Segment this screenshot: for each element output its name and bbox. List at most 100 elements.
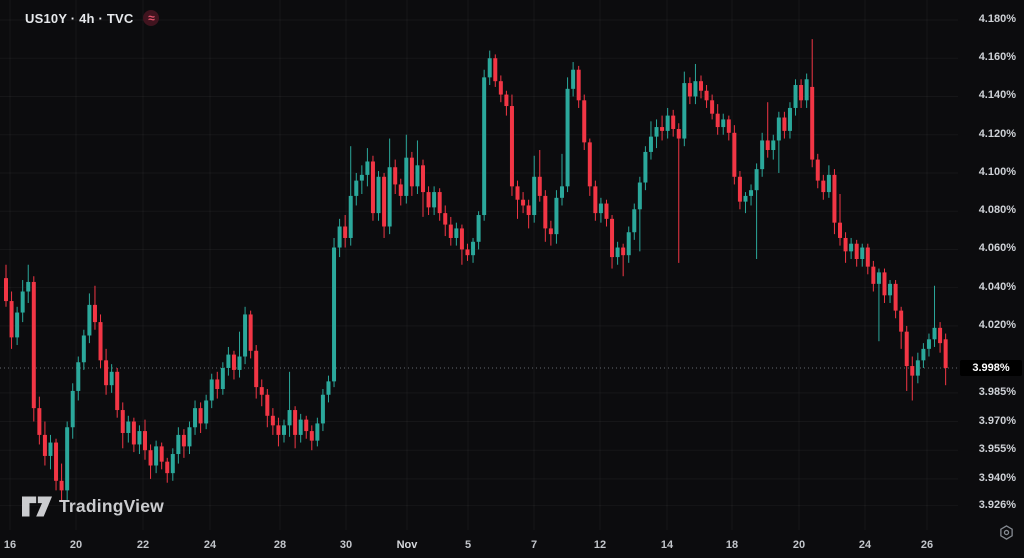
candle	[888, 280, 893, 303]
candle	[860, 243, 865, 267]
price-tick-label: 3.926%	[978, 498, 1016, 511]
candle	[115, 367, 120, 418]
time-tick-label: 5	[464, 539, 472, 551]
candle	[843, 232, 848, 263]
candle	[754, 163, 759, 259]
candle	[654, 119, 659, 149]
candle	[509, 94, 514, 196]
candle	[726, 115, 731, 141]
candle	[732, 125, 737, 185]
candle	[637, 176, 642, 252]
candle	[871, 260, 876, 292]
candle	[376, 171, 381, 221]
candle	[598, 197, 603, 223]
candle	[543, 190, 548, 242]
candle	[4, 264, 8, 307]
candle	[98, 314, 103, 368]
price-tick-label: 4.160%	[978, 51, 1016, 64]
price-axis[interactable]: 4.180% 4.160% 4.140% 4.120% 4.100% 4.080% 4.06…	[958, 0, 1024, 530]
candle	[370, 155, 375, 221]
candle	[532, 155, 537, 223]
candle	[476, 211, 481, 250]
candle	[382, 172, 387, 238]
candle	[804, 73, 809, 108]
candle	[454, 222, 459, 246]
candle	[315, 417, 320, 447]
time-tick-label: 16	[3, 539, 17, 551]
candle	[676, 123, 681, 263]
price-tick-label: 4.180%	[978, 13, 1016, 25]
candle	[165, 457, 170, 483]
candle	[31, 276, 36, 422]
candle	[76, 356, 81, 401]
candle	[81, 329, 86, 370]
time-tick-label: 24	[858, 539, 872, 551]
candle	[42, 421, 47, 466]
symbol-title[interactable]: US10Y · 4h · TVC	[25, 10, 134, 26]
candle	[282, 419, 286, 443]
candle	[309, 425, 314, 451]
candle	[482, 69, 487, 221]
candle	[471, 237, 476, 263]
candle	[760, 132, 765, 177]
candle	[437, 188, 442, 221]
candle	[838, 193, 842, 246]
candle	[610, 215, 615, 269]
candle	[632, 203, 637, 240]
candle	[921, 343, 926, 368]
time-axis[interactable]: 16 20 22 24 28 30 Nov 5 7 12 14 18 20 24 26	[0, 532, 1024, 558]
candle	[104, 348, 109, 395]
candle	[687, 77, 692, 105]
price-tick-label: 3.970%	[978, 414, 1016, 427]
candle	[131, 417, 136, 453]
candle	[448, 216, 453, 246]
last-price-tag: 3.998%	[960, 359, 1022, 376]
candle	[15, 306, 20, 346]
candle	[882, 268, 887, 303]
candle	[943, 333, 948, 386]
candle	[181, 429, 186, 458]
candle	[26, 264, 31, 303]
candle	[70, 383, 75, 439]
candle	[515, 180, 520, 219]
tradingview-wordmark: TradingView	[59, 496, 164, 516]
candle	[626, 226, 631, 263]
candle	[92, 285, 97, 330]
candle	[54, 438, 59, 491]
candle	[721, 113, 726, 135]
tradingview-attribution[interactable]: TradingView	[22, 494, 164, 519]
time-tick-label: 22	[136, 539, 150, 551]
candle	[576, 65, 581, 108]
candle	[493, 54, 498, 87]
candle	[865, 243, 870, 275]
candle	[776, 111, 781, 173]
candle	[593, 180, 598, 221]
candle	[421, 159, 425, 217]
candle	[254, 345, 259, 399]
candle	[565, 77, 570, 193]
price-tick-label: 4.040%	[978, 280, 1016, 293]
candle	[548, 220, 553, 246]
candle	[143, 419, 147, 460]
candle	[554, 190, 559, 244]
candle	[270, 408, 275, 435]
axis-settings-gear-icon[interactable]	[996, 522, 1016, 542]
candle	[615, 241, 620, 265]
candle	[743, 192, 748, 214]
candle	[715, 104, 720, 135]
time-tick-label: 26	[920, 539, 934, 551]
candle	[648, 121, 653, 160]
time-tick-label: 20	[792, 539, 806, 551]
market-status-icon[interactable]: ≈	[143, 10, 160, 26]
candle	[248, 310, 253, 359]
candle	[176, 427, 181, 464]
price-tick-label: 4.020%	[978, 318, 1016, 331]
candle	[621, 243, 626, 277]
candle	[320, 389, 325, 432]
candle	[126, 415, 131, 443]
candle	[915, 352, 920, 384]
candle	[387, 138, 392, 235]
candle	[737, 171, 742, 210]
candle	[187, 421, 192, 455]
